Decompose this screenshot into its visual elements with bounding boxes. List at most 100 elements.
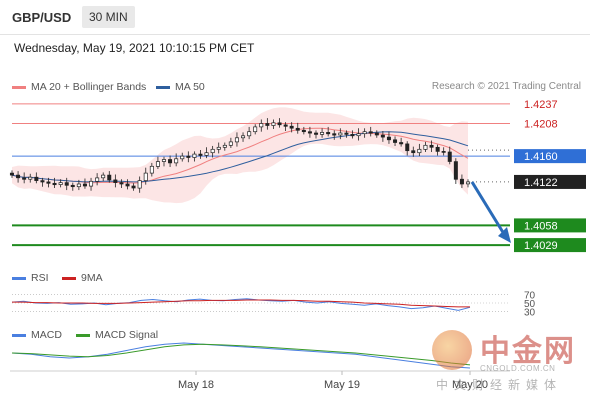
candle-body [399, 142, 404, 145]
watermark-brand: 中金网 [480, 334, 576, 369]
candle-body [9, 172, 14, 176]
rsi-legend-label: RSI [31, 272, 49, 284]
candle-body [40, 180, 45, 183]
watermark-tagline: 中文财经新媒体 [436, 378, 563, 392]
macd-signal-swatch [76, 333, 90, 337]
candle-body [125, 183, 130, 187]
candle-body [180, 155, 185, 160]
candle-body [393, 139, 398, 143]
candle-body [380, 134, 385, 138]
macd-swatch [12, 333, 26, 337]
level-tag-support [514, 218, 586, 233]
candle-body [411, 150, 416, 154]
header-divider [0, 34, 590, 35]
bollinger-band-area [12, 107, 468, 204]
candle-body [161, 159, 166, 162]
candle-body [326, 132, 331, 135]
candle-body [143, 172, 148, 181]
candle-body [459, 178, 464, 185]
ma20-line [11, 127, 469, 184]
candle-body [307, 131, 312, 134]
candle-body [192, 153, 197, 158]
legend-macd: MACD [12, 329, 62, 341]
candle-body [228, 141, 233, 146]
candle-body [253, 126, 258, 133]
candle-body [259, 123, 264, 128]
candle-body [271, 122, 276, 126]
candle-body [155, 161, 160, 167]
ma50-line [11, 131, 469, 183]
candle-body [107, 174, 112, 181]
x-axis-tick-label: May 19 [324, 379, 360, 391]
candle-body [320, 132, 325, 135]
candle-body [405, 143, 410, 152]
candle-body [186, 155, 191, 158]
candle-body [362, 131, 367, 135]
candle-body [241, 135, 246, 139]
candle-body [234, 137, 239, 143]
candle-body [82, 183, 87, 187]
legend-ma20: MA 20 + Bollinger Bands [12, 81, 146, 93]
macd-legend-label: MACD [31, 329, 62, 341]
candle-body [95, 177, 100, 182]
rsi-swatch [12, 276, 26, 280]
interval-button[interactable]: 30 MIN [82, 6, 135, 28]
candle-body [198, 153, 203, 156]
level-label-last_price: 1.4122 [524, 177, 558, 189]
candle-body [435, 146, 440, 152]
report-timestamp: Wednesday, May 19, 2021 10:10:15 PM CET [14, 41, 255, 55]
candle-body [386, 136, 391, 141]
candle-body [52, 182, 57, 186]
rsi-tick-label: 50 [524, 299, 536, 310]
candle-body [149, 165, 154, 174]
candle-body [466, 181, 471, 185]
candle-body [34, 176, 39, 181]
candle-body [417, 148, 422, 154]
candle-body [28, 176, 33, 180]
candle-body [332, 133, 337, 136]
level-tag-last_price [514, 174, 586, 189]
watermark-logo: 中金网 CNGOLD.COM.CN 中文财经新媒体 [432, 326, 582, 396]
candle-body [131, 185, 136, 189]
macd-signal-legend-label: MACD Signal [95, 329, 159, 341]
candle-body [22, 177, 27, 180]
candle-body [301, 129, 306, 133]
candle-body [119, 182, 124, 185]
candle-body [168, 159, 173, 164]
candle-body [70, 184, 75, 188]
macd-series-macd-signal [11, 343, 471, 366]
legend-macd-signal: MACD Signal [76, 329, 158, 341]
candle-body [344, 132, 349, 135]
candle-body [356, 133, 361, 137]
candle-body [210, 148, 215, 154]
candle-body [429, 144, 434, 148]
level-label-support: 1.4058 [524, 220, 558, 232]
forecast-arrow-line [470, 181, 506, 235]
candle-body [247, 131, 252, 137]
candle-body [46, 181, 51, 184]
ma20-legend-label: MA 20 + Bollinger Bands [31, 81, 147, 93]
candle-body [222, 144, 227, 148]
legend-ma50: MA 50 [156, 81, 205, 93]
chart-header: GBP/USD 30 MIN [0, 0, 590, 34]
candle-body [368, 131, 373, 134]
symbol-title: GBP/USD [12, 10, 72, 25]
candle-body [265, 123, 270, 126]
legend-rsi: RSI [12, 272, 49, 284]
ma50-legend-label: MA 50 [175, 81, 205, 93]
candle-body [447, 151, 452, 162]
x-axis-tick-label: May 18 [178, 379, 214, 391]
rsi-ma-swatch [62, 276, 76, 280]
candle-body [216, 146, 221, 150]
rsi-ma-legend-label: 9MA [81, 272, 103, 284]
macd-series-macd [11, 342, 471, 369]
watermark-url: CNGOLD.COM.CN [480, 364, 556, 373]
watermark-emblem-icon [432, 330, 472, 370]
candle-body [113, 179, 118, 183]
candle-body [64, 182, 69, 186]
candle-body [453, 161, 458, 180]
rsi-tick-label: 70 [524, 290, 536, 301]
candle-body [277, 122, 282, 126]
candle-body [89, 180, 94, 187]
forecast-arrow-head [498, 226, 511, 243]
